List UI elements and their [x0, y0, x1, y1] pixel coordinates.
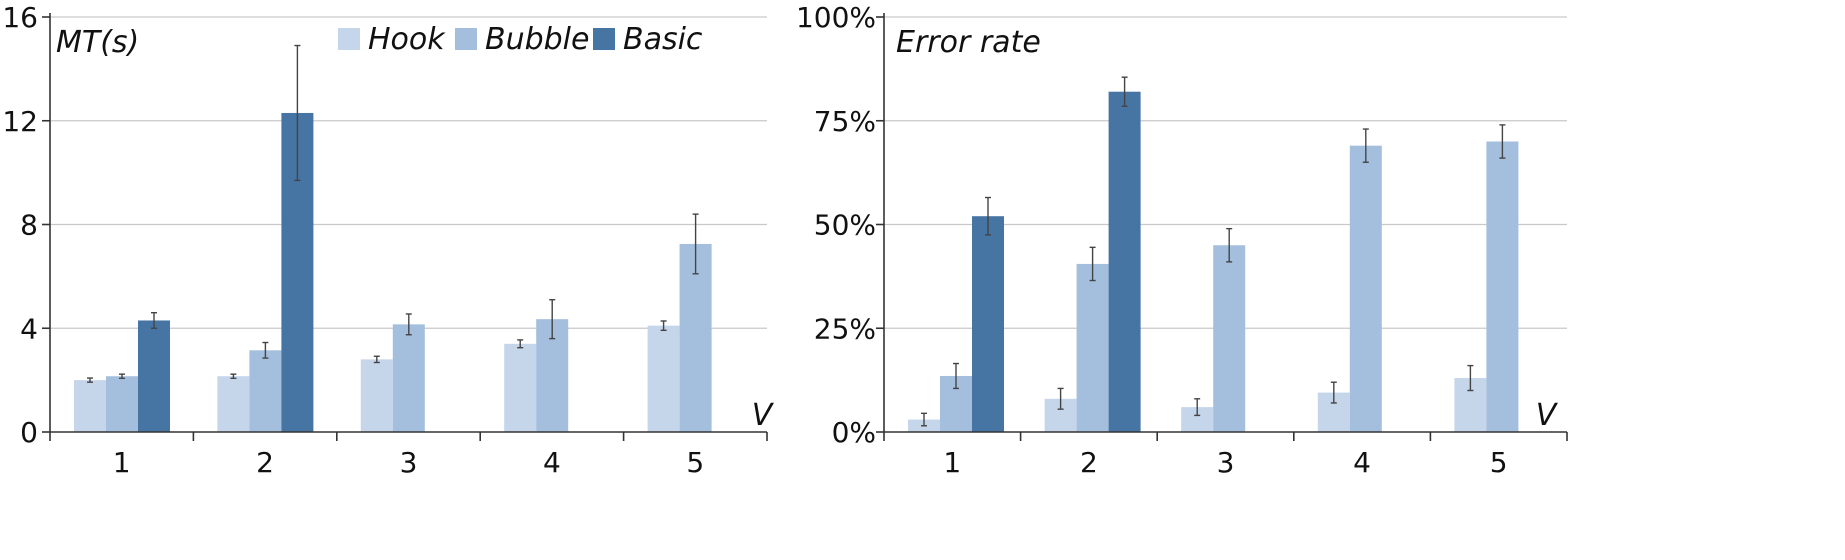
legend-swatch-hook [338, 28, 360, 50]
y-tick-label: 50% [814, 209, 876, 242]
x-tick-label: 2 [1080, 446, 1098, 479]
legend-label-basic: Basic [623, 22, 703, 57]
bar-basic-1 [138, 320, 170, 432]
bar-bubble-5 [679, 243, 712, 432]
x-axis-label: V [752, 398, 775, 433]
y-tick-label: 8 [20, 209, 38, 242]
bar-basic-1 [972, 216, 1004, 432]
x-tick-label: 4 [543, 446, 561, 479]
bar-bubble-5 [1486, 141, 1519, 432]
error-rate-chart: 0% 25% 50% 75% 100% 1 2 3 4 5 Error rate V [796, 1, 1568, 479]
bar-bubble-3 [392, 324, 425, 432]
x-tick-label: 3 [400, 446, 418, 479]
bar-bubble-2 [249, 350, 282, 432]
bar-hook-4 [504, 343, 537, 432]
legend-label-bubble: Bubble [485, 22, 589, 57]
y-tick-label: 0% [832, 416, 876, 449]
bar-bubble-1 [106, 376, 138, 432]
legend-swatch-bubble [455, 28, 477, 50]
y-tick-label: 12 [2, 105, 38, 138]
bar-bubble-3 [1213, 245, 1246, 432]
x-tick-label: 5 [1490, 446, 1508, 479]
legend-label-hook: Hook [368, 22, 446, 57]
y-tick-label: 0 [20, 416, 38, 449]
y-axis-label: Error rate [896, 25, 1041, 60]
x-tick-label: 5 [686, 446, 704, 479]
bar-hook-5 [647, 325, 680, 432]
bar-bubble-2 [1076, 263, 1109, 432]
bar-basic-2 [1108, 91, 1141, 432]
legend: Hook Bubble Basic [338, 22, 703, 57]
y-tick-label: 16 [2, 1, 38, 34]
y-tick-label: 100% [796, 1, 876, 34]
y-axis-label: MT(s) [56, 25, 139, 60]
y-tick-label: 4 [20, 312, 38, 345]
y-tick-label: 25% [814, 312, 876, 345]
bar-bubble-4 [1349, 145, 1382, 432]
legend-swatch-basic [593, 28, 615, 50]
bar-hook-3 [360, 359, 393, 432]
y-tick-label: 75% [814, 105, 876, 138]
x-tick-label: 4 [1353, 446, 1371, 479]
x-axis-label: V [1536, 398, 1559, 433]
x-tick-label: 1 [113, 446, 131, 479]
x-tick-label: 2 [256, 446, 274, 479]
x-tick-label: 1 [943, 446, 961, 479]
x-tick-label: 3 [1217, 446, 1235, 479]
bar-hook-1 [74, 380, 106, 432]
bar-hook-2 [217, 376, 250, 432]
